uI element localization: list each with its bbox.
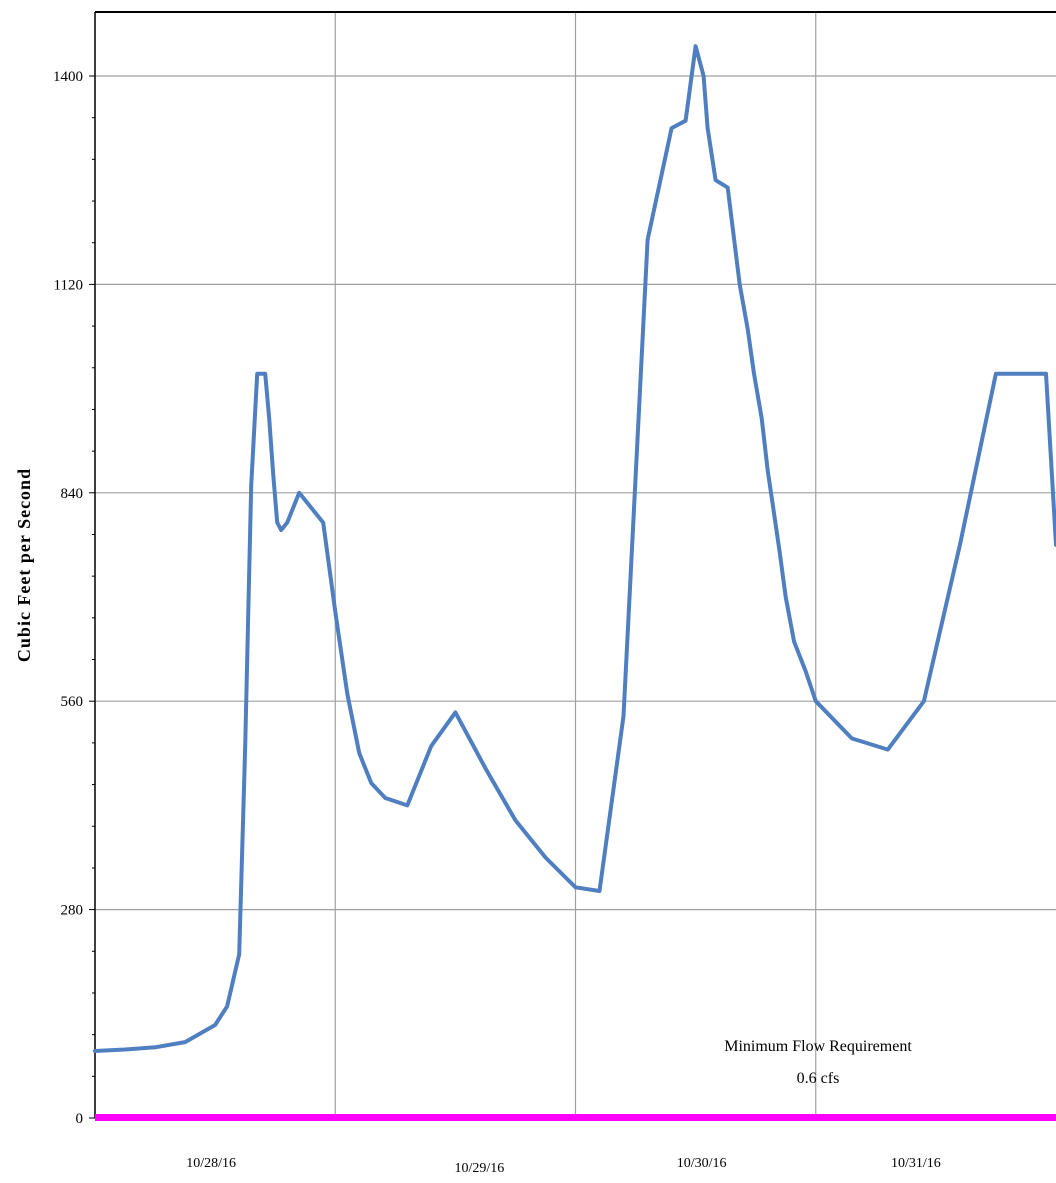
series-line-flow [93, 44, 1056, 1053]
x-tick-label: 10/30/16 [677, 1156, 727, 1171]
y-tick-label: 1120 [54, 277, 83, 293]
y-tick-label: 840 [61, 486, 84, 502]
y-tick-label: 560 [61, 694, 84, 710]
x-tick-label: 10/28/16 [186, 1156, 236, 1171]
min-flow-annotation-line2: 0.6 cfs [797, 1070, 840, 1087]
y-axis-ticks: 0 280 560 840 1120 1400 [53, 69, 95, 1127]
y-tick-label: 0 [76, 1111, 84, 1127]
x-axis-ticks: 10/28/16 10/29/16 10/30/16 10/31/16 [186, 1156, 941, 1176]
y-axis-label: Cubic Feet per Second [14, 468, 34, 662]
x-tick-label: 10/29/16 [454, 1161, 504, 1176]
y-tick-label: 1400 [53, 69, 83, 85]
min-flow-annotation-line1: Minimum Flow Requirement [724, 1038, 912, 1055]
y-tick-label: 280 [61, 903, 84, 919]
x-tick-label: 10/31/16 [891, 1156, 941, 1171]
grid-lines [95, 12, 1056, 1118]
